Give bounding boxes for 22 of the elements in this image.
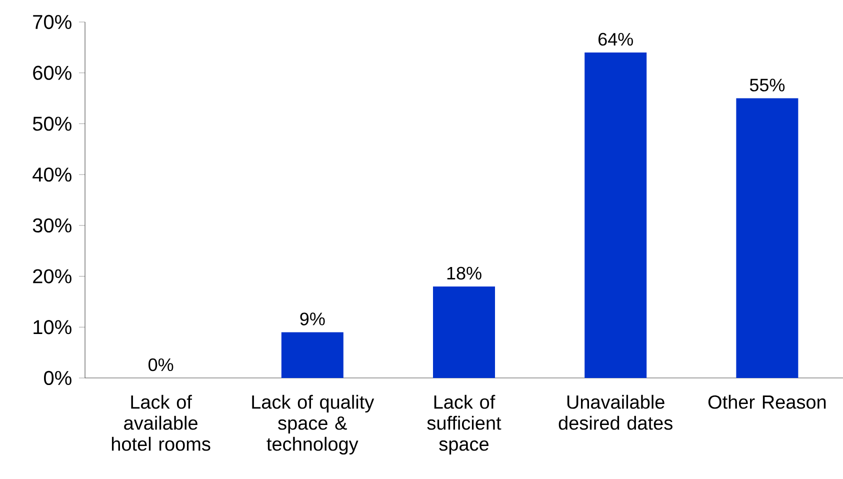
bar <box>433 286 496 378</box>
x-tick-label: Unavailable desired dates <box>558 394 672 430</box>
y-tick-label: 20% <box>33 269 72 284</box>
y-tick-label: 40% <box>32 167 72 182</box>
bar <box>736 98 798 378</box>
bar <box>584 52 647 378</box>
x-tick-label: Lack of available hotel rooms <box>112 394 210 451</box>
data-label: 0% <box>148 358 174 372</box>
y-tick-label: 0% <box>44 370 72 386</box>
y-tick-label: 60% <box>33 66 72 80</box>
y-tick-label: 50% <box>32 116 72 131</box>
data-label: 9% <box>300 312 325 326</box>
x-tick-label: Lack of sufficient space <box>427 394 502 455</box>
data-label: 55% <box>750 78 785 92</box>
y-tick-label: 10% <box>34 320 72 334</box>
data-label: 18% <box>447 266 482 280</box>
data-label: 64% <box>598 32 633 46</box>
bar <box>281 332 344 378</box>
x-tick-label: Lack of quality space & technology <box>252 394 374 455</box>
y-tick-label: 30% <box>32 218 72 232</box>
y-tick-label: 70% <box>33 14 72 30</box>
x-tick-label: Other Reason <box>708 394 826 409</box>
